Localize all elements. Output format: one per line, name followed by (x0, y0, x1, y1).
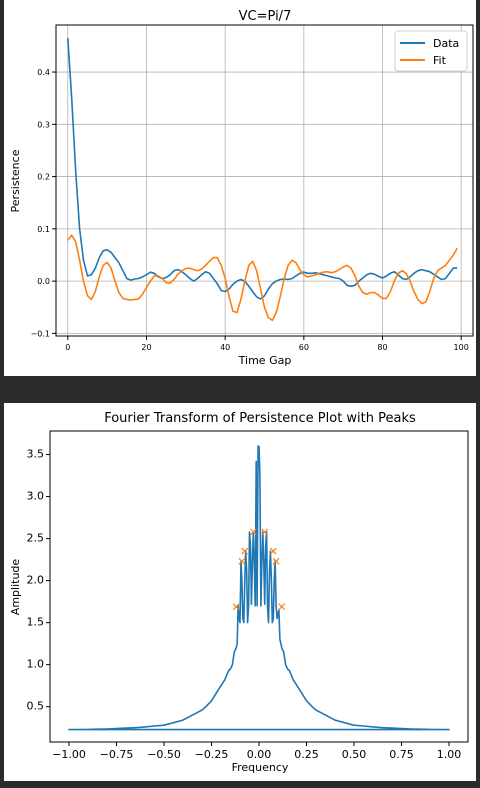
y-tick-label: 3.5 (27, 448, 45, 461)
legend-label-fit: Fit (433, 54, 447, 67)
x-tick-label: 0.25 (294, 748, 319, 761)
series-lines (68, 445, 450, 731)
y-tick-label: 0.1 (37, 225, 50, 234)
legend: Data Fit (394, 30, 468, 72)
x-tick-label: 100 (454, 343, 469, 352)
peak-markers (232, 528, 286, 611)
y-tick-label: 0.0 (37, 277, 50, 286)
peak-marker (269, 547, 277, 555)
series-line-fit (67, 234, 458, 322)
peak-marker (272, 557, 280, 565)
series-lines (67, 38, 458, 322)
y-tick-label: 2.5 (27, 532, 45, 545)
x-tick-label: 0.75 (389, 748, 414, 761)
peak-marker (232, 603, 240, 611)
peak-marker (278, 603, 286, 611)
peak-marker (249, 528, 257, 536)
x-tick-label: −1.00 (52, 748, 86, 761)
y-tick-label: 1.0 (27, 658, 45, 671)
chart-title: Fourier Transform of Persistence Plot wi… (104, 411, 416, 426)
x-tick-label: −0.50 (147, 748, 181, 761)
x-tick-label: 40 (220, 343, 230, 352)
series-line-data (67, 38, 458, 300)
y-tick-label: 1.5 (27, 616, 45, 629)
x-tick-label: 80 (377, 343, 387, 352)
persistence-chart-panel: VC=Pi/7 0 20 40 60 80 100 −0.1 0.0 0.1 0.2 0.3 0.4 … (4, 0, 476, 376)
plot-area-frame (55, 24, 474, 337)
x-tick-label: 1.00 (437, 748, 462, 761)
x-axis-label: Time Gap (238, 354, 292, 367)
x-tick-label: 0.00 (247, 748, 272, 761)
x-tick-label: 20 (141, 343, 151, 352)
y-axis-label: Persistence (9, 149, 22, 212)
x-tick-label: 0 (65, 343, 70, 352)
x-tick-label: −0.75 (100, 748, 134, 761)
y-tick-label: 0.3 (37, 120, 50, 129)
persistence-chart: VC=Pi/7 0 20 40 60 80 100−0.10.00.10.20.30.4 … (9, 9, 474, 367)
x-axis-label: Frequency (232, 761, 289, 774)
y-tick-label: 0.2 (37, 173, 50, 182)
y-tick-label: 0.5 (27, 700, 45, 713)
legend-label-data: Data (433, 37, 459, 50)
y-tick-label: −0.1 (31, 329, 50, 338)
axis-ticks: 0 20 40 60 80 100 −0.1 0.0 0.1 0.2 0.3 0.4 (31, 68, 469, 352)
plot-area-frame (49, 430, 469, 743)
y-tick-label: 3.0 (27, 490, 45, 503)
chart-title: VC=Pi/7 (239, 9, 292, 24)
x-tick-label: 60 (299, 343, 309, 352)
grid-lines (56, 25, 473, 336)
y-tick-label: 2.0 (27, 574, 45, 587)
peak-marker (241, 547, 249, 555)
fourier-chart: Fourier Transform of Persistence Plot wi… (9, 411, 469, 774)
axis-ticks: −1.00 −0.75 −0.50 −0.25 0.00 0.25 0.50 0.75 1.00… (27, 448, 462, 761)
x-tick-label: −0.25 (195, 748, 229, 761)
y-axis-label: Amplitude (9, 559, 22, 616)
x-tick-label: 0.50 (342, 748, 367, 761)
y-tick-label: 0.4 (37, 68, 50, 77)
peak-marker (261, 528, 269, 536)
peak-marker (238, 557, 246, 565)
fourier-chart-panel: Fourier Transform of Persistence Plot wi… (4, 403, 476, 781)
series-line-0 (68, 445, 450, 731)
